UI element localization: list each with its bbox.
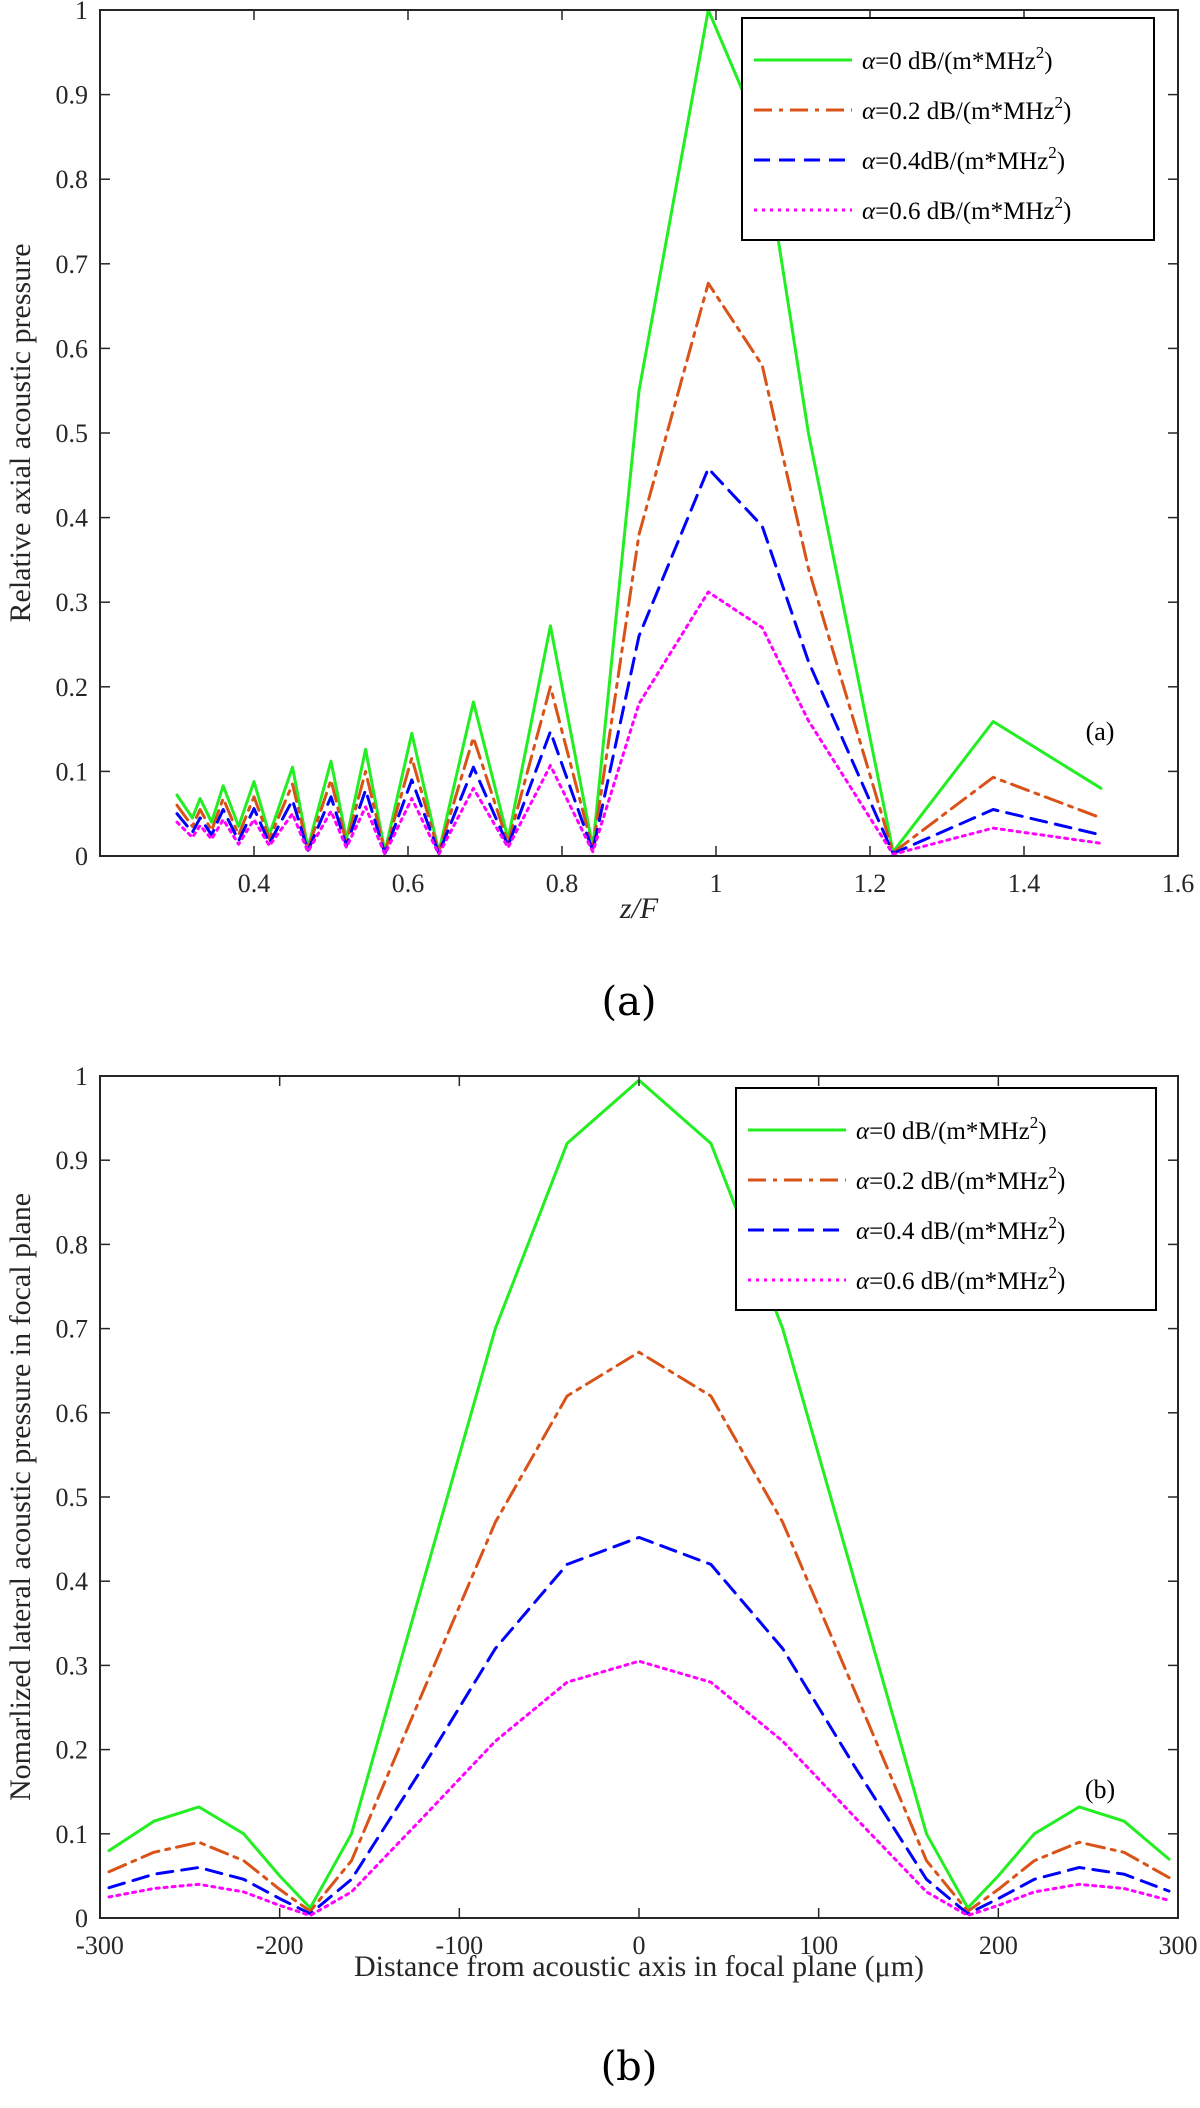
- y-tick-label: 0.7: [56, 250, 89, 279]
- y-tick-label: 0.1: [56, 1820, 89, 1849]
- legend-box: [735, 1087, 1157, 1311]
- x-tick-label: -100: [435, 1931, 483, 1960]
- y-tick-label: 0.2: [56, 673, 89, 702]
- legend-label-1: α=0.2 dB/(m*MHz2): [856, 1163, 1065, 1195]
- x-tick-label: 0.8: [546, 869, 579, 898]
- y-tick-label: 0.8: [56, 165, 89, 194]
- chart-b: -300 -200 -100 0 100 200 300 0 0.1 0.2 0.3 0.4 0.5 0.…: [4, 1062, 1198, 2090]
- legend-label-3: α=0.6 dB/(m*MHz2): [862, 193, 1071, 225]
- series-line-1: [107, 1350, 1171, 1913]
- y-tick-label: 1: [75, 1062, 88, 1091]
- x-tick-label: -200: [256, 1931, 304, 1960]
- panel-annotation: (a): [1086, 717, 1115, 746]
- x-tick-label: 1.4: [1008, 869, 1041, 898]
- y-tick-label: 0.6: [56, 1399, 89, 1428]
- legend-label-0: α=0 dB/(m*MHz2): [856, 1113, 1047, 1145]
- y-axis-label: Relative axial acoustic pressure: [4, 243, 37, 622]
- x-tick-label: 100: [799, 1931, 838, 1960]
- x-tick-label: 1: [710, 869, 723, 898]
- y-tick-label: 0.1: [56, 757, 89, 786]
- series-line-3: [107, 1659, 1171, 1917]
- y-tick-label: 0.4: [56, 504, 89, 533]
- series-line-2: [175, 467, 1103, 855]
- x-tick-label: 0.6: [392, 869, 425, 898]
- x-tick-label: 0.4: [238, 869, 271, 898]
- x-tick-label: -300: [76, 1931, 124, 1960]
- series-line-3: [175, 590, 1103, 856]
- legend: α=0 dB/(m*MHz2) α=0.2 dB/(m*MHz2) α=0.4 dB…: [735, 1087, 1157, 1311]
- legend-label-3: α=0.6 dB/(m*MHz2): [856, 1263, 1065, 1295]
- y-tick-label: 0.4: [56, 1567, 89, 1596]
- y-tick-label: 0.8: [56, 1230, 89, 1259]
- x-tick-label: 300: [1159, 1931, 1198, 1960]
- x-tick-label: 1.6: [1162, 869, 1195, 898]
- panel-caption: (a): [601, 979, 656, 1025]
- y-tick-label: 0.3: [56, 1651, 89, 1680]
- series-line-2: [107, 1535, 1171, 1916]
- y-tick-label: 0.9: [56, 1146, 89, 1175]
- x-tick-label: 200: [979, 1931, 1018, 1960]
- x-axis-label: z/F: [619, 892, 659, 925]
- panel-caption: (b): [601, 2044, 658, 2090]
- y-tick-label: 0.5: [56, 1483, 89, 1512]
- y-tick-label: 1: [75, 0, 88, 25]
- legend-label-2: α=0.4dB/(m*MHz2): [862, 143, 1065, 175]
- series-line-1: [175, 281, 1103, 855]
- x-tick-label: 1.2: [854, 869, 887, 898]
- legend-box: [741, 17, 1155, 241]
- y-tick-label: 0.2: [56, 1736, 89, 1765]
- y-tick-label: 0.5: [56, 419, 89, 448]
- legend-label-1: α=0.2 dB/(m*MHz2): [862, 93, 1071, 125]
- y-tick-label: 0: [75, 842, 88, 871]
- legend-label-0: α=0 dB/(m*MHz2): [862, 43, 1053, 75]
- y-tick-label: 0.9: [56, 81, 89, 110]
- chart-a: 0.4 0.6 0.8 1 1.2 1.4 1.6 0 0.1 0.2 0.3 0.4 0.5 0.6 0.…: [4, 0, 1194, 1025]
- y-tick-label: 0.7: [56, 1315, 89, 1344]
- legend-label-2: α=0.4 dB/(m*MHz2): [856, 1213, 1065, 1245]
- x-tick-label: 0: [633, 1931, 646, 1960]
- legend: α=0 dB/(m*MHz2) α=0.2 dB/(m*MHz2) α=0.4dB/…: [741, 17, 1155, 241]
- x-axis-label: Distance from acoustic axis in focal pla…: [354, 1950, 924, 1983]
- y-tick-label: 0.6: [56, 334, 89, 363]
- y-tick-label: 0.3: [56, 588, 89, 617]
- y-axis-label: Nomarlized lateral acoustic pressure in …: [4, 1193, 37, 1801]
- y-tick-label: 0: [75, 1904, 88, 1933]
- panel-annotation: (b): [1085, 1775, 1115, 1804]
